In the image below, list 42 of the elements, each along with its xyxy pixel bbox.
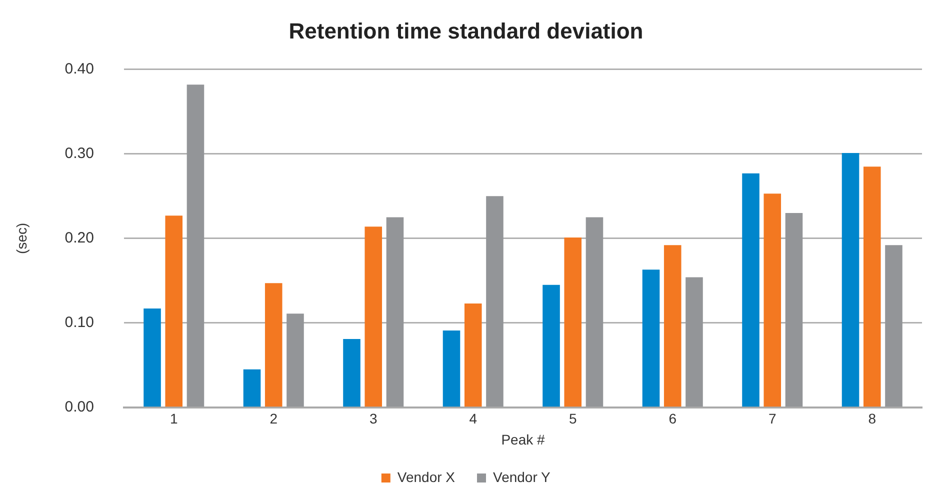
bar: [686, 277, 703, 407]
bar: [264, 283, 282, 407]
bar: [486, 196, 504, 407]
y-axis-title: (sec): [13, 222, 30, 254]
bar: [386, 217, 404, 407]
bar: [742, 173, 760, 407]
bar: [364, 226, 382, 407]
bar: [664, 245, 682, 407]
y-tick-label: 0.20: [64, 230, 94, 247]
y-tick-label: 0.40: [64, 60, 94, 78]
x-tick-label: 8: [868, 410, 876, 427]
x-tick-label: 7: [768, 410, 776, 427]
bar: [885, 245, 902, 407]
bar: [286, 314, 304, 407]
x-tick-label: 5: [568, 410, 577, 427]
x-tick-label: 6: [668, 410, 677, 427]
y-tick-label: 0.10: [64, 314, 94, 332]
bar: [586, 217, 604, 407]
bar: [863, 166, 881, 407]
bar: [464, 303, 482, 407]
bar: [842, 153, 860, 407]
chart-title: Retention time standard deviation: [288, 18, 644, 44]
bar: [243, 369, 261, 407]
legend-label: Vendor X: [397, 468, 456, 485]
bar: [785, 213, 803, 407]
bar: [542, 284, 560, 407]
y-tick-label: 0.00: [64, 398, 94, 416]
x-axis-title: Peak #: [501, 431, 545, 448]
x-tick-label: 2: [270, 410, 278, 427]
bar: [564, 238, 582, 407]
bar: [186, 84, 204, 407]
bar: [642, 270, 660, 407]
bar: [165, 216, 183, 407]
bar: [442, 330, 460, 407]
x-tick-label: 1: [170, 410, 178, 427]
x-tick-label: 3: [369, 410, 378, 427]
bar: [144, 308, 161, 407]
bar: [764, 194, 782, 407]
bar: [343, 338, 360, 407]
y-tick-label: 0.30: [64, 145, 94, 162]
x-tick-label: 4: [469, 410, 478, 427]
legend-label: Vendor Y: [493, 468, 552, 485]
